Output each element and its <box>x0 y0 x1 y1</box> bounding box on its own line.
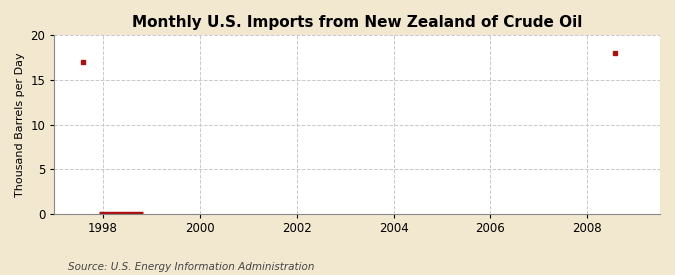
Text: Source: U.S. Energy Information Administration: Source: U.S. Energy Information Administ… <box>68 262 314 272</box>
Title: Monthly U.S. Imports from New Zealand of Crude Oil: Monthly U.S. Imports from New Zealand of… <box>132 15 583 30</box>
Y-axis label: Thousand Barrels per Day: Thousand Barrels per Day <box>15 52 25 197</box>
